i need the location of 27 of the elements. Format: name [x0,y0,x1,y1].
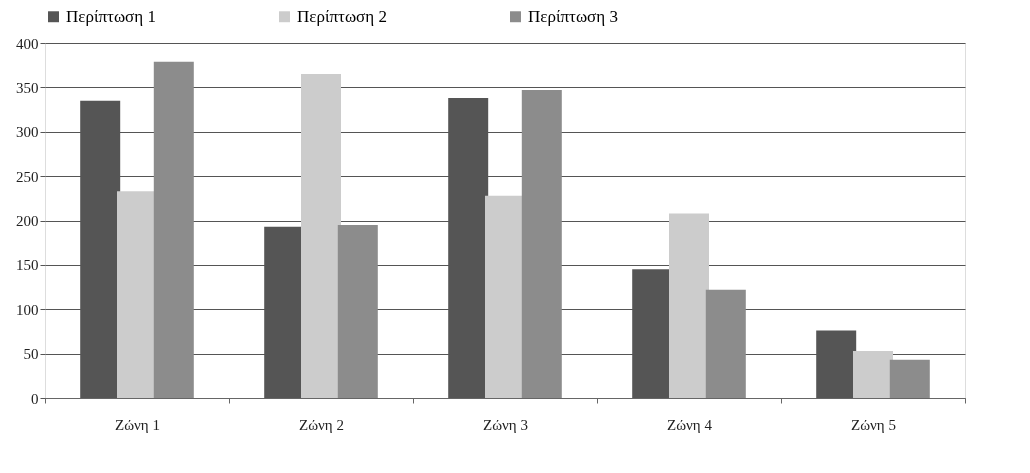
bar [337,224,378,398]
bar [669,213,709,398]
bar [485,195,525,398]
x-tick-label: Ζώνη 2 [299,416,344,433]
legend-label: Περίπτωση 3 [528,6,618,26]
bar [153,61,194,398]
bar [705,289,746,398]
y-tick-label: 50 [23,346,39,363]
x-tick-label: Ζώνη 4 [667,416,713,433]
y-tick-label: 350 [16,79,39,96]
bar [853,350,893,398]
legend-label: Περίπτωση 2 [297,6,387,26]
x-tick-label: Ζώνη 3 [483,416,528,433]
y-tick-label: 250 [16,168,39,185]
x-tick-label: Ζώνη 1 [115,416,160,433]
y-tick-label: 0 [31,390,39,407]
y-tick-label: 200 [16,213,39,229]
y-tick-label: 300 [16,124,39,141]
x-tick-label: Ζώνη 5 [851,416,896,433]
bar [117,191,157,398]
y-tick-label: 400 [16,35,39,52]
legend-label: Περίπτωση 1 [66,6,156,26]
bar [301,74,341,398]
y-tick-label: 150 [16,257,39,274]
y-tick-label: 100 [16,301,39,318]
bar [889,359,930,398]
bar [521,90,562,398]
